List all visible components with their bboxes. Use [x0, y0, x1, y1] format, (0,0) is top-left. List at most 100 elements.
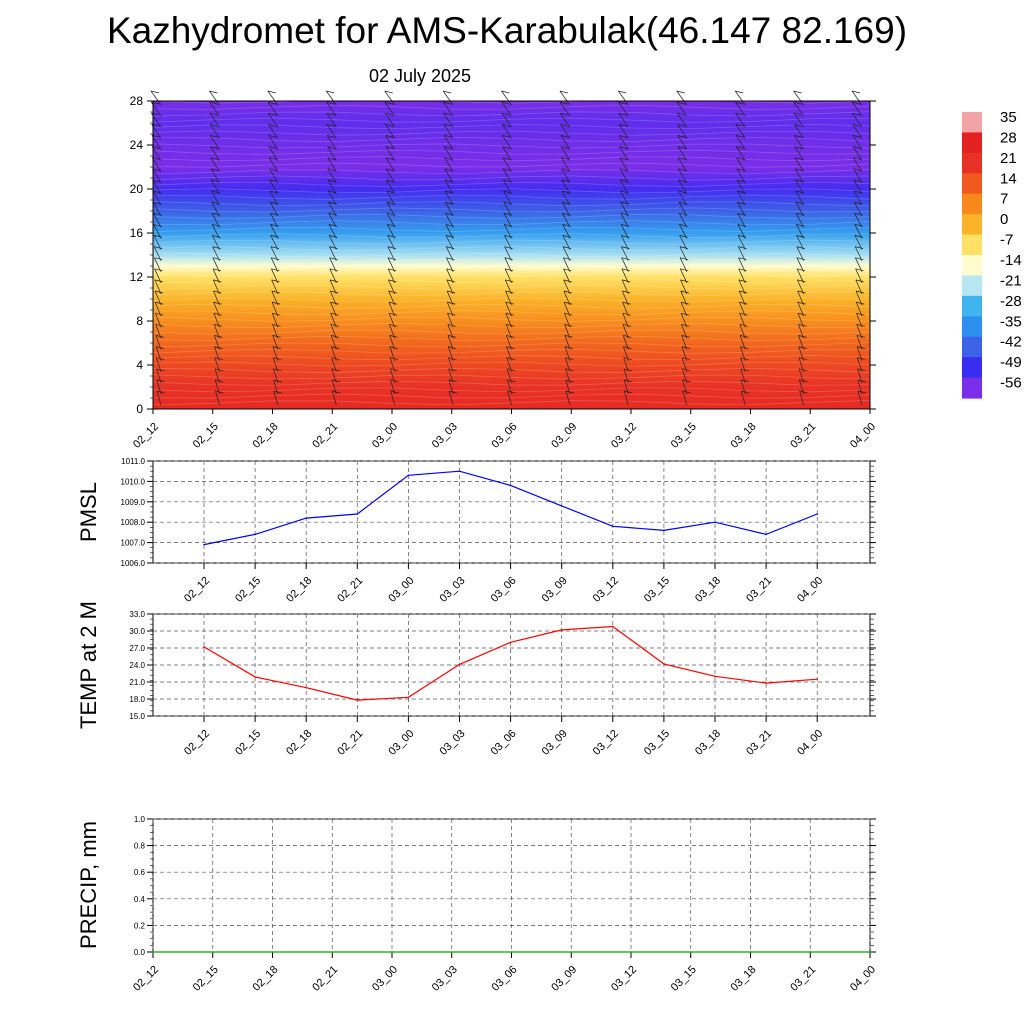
wind-barb-flag	[736, 179, 745, 183]
wind-barb	[273, 379, 279, 395]
wind-barb	[737, 224, 746, 239]
wind-barb-flag	[444, 168, 453, 172]
wind-barb	[854, 224, 863, 239]
wind-barb	[854, 235, 863, 250]
wind-barb	[212, 268, 220, 283]
wind-barb	[389, 346, 396, 361]
y-tick-label: 1010.0	[121, 477, 146, 486]
wind-barb-flag	[272, 312, 281, 316]
wind-barb-flag	[736, 157, 745, 161]
data-point	[254, 533, 256, 536]
wind-barb-flag	[214, 323, 223, 327]
isotherm-line	[152, 149, 871, 155]
wind-barb	[504, 257, 512, 272]
wind-barb	[330, 335, 337, 350]
wind-barb-flag	[385, 123, 394, 127]
isotherm-line	[152, 393, 871, 399]
wind-barb	[270, 235, 279, 250]
wind-barb	[853, 201, 863, 217]
wind-barb-flag	[559, 90, 568, 94]
wind-barb	[388, 290, 396, 306]
wind-barb	[269, 190, 279, 206]
wind-barb	[621, 246, 629, 261]
y-tick-label: 20	[130, 182, 144, 196]
wind-barb	[210, 168, 220, 183]
colorbar-swatch	[962, 193, 982, 215]
wind-barb-flag	[737, 201, 746, 205]
wind-barb	[209, 124, 220, 139]
wind-barb-flag	[564, 301, 573, 305]
wind-barb	[736, 168, 746, 183]
wind-barb	[214, 368, 220, 383]
wind-barb-flag	[676, 101, 686, 105]
wind-barb	[856, 313, 863, 328]
wind-barb-flag	[155, 335, 164, 338]
wind-barb-flag	[621, 268, 630, 272]
wind-barb	[156, 379, 162, 395]
wind-barb	[678, 190, 688, 206]
wind-barb	[386, 190, 396, 206]
wind-barb	[505, 324, 512, 339]
wind-barb-flag	[271, 257, 280, 261]
wind-barb-flag	[624, 379, 633, 383]
wind-barb	[502, 135, 512, 150]
wind-barb	[680, 313, 688, 328]
wind-barb-flag	[210, 135, 219, 138]
wind-barb-flag	[501, 90, 510, 94]
wind-barb-flag	[332, 390, 341, 394]
x-tick-label: 03_15	[669, 964, 699, 994]
wind-barb	[560, 135, 571, 150]
wind-barb-flag	[736, 146, 745, 149]
wind-barb	[388, 279, 396, 295]
wind-barb	[853, 190, 863, 206]
wind-barb	[155, 335, 162, 350]
colorbar-label: -35	[1000, 313, 1022, 330]
wind-barb	[210, 146, 220, 161]
wind-barb	[501, 124, 512, 139]
wind-barb	[796, 268, 804, 283]
wind-barb	[563, 279, 571, 295]
wind-barb	[620, 213, 629, 228]
wind-barb-flag	[156, 379, 165, 383]
colorbar-swatch	[962, 112, 982, 134]
wind-barb	[329, 268, 337, 283]
x-tick-label: 03_12	[591, 575, 621, 605]
y-tick-label: 1008.0	[121, 518, 146, 527]
wind-barb	[734, 90, 746, 106]
isotherm-line	[152, 323, 871, 328]
isotherm-line	[152, 117, 871, 123]
wind-barb	[619, 157, 629, 172]
wind-barb-flag	[852, 135, 861, 138]
wind-barb	[328, 224, 337, 239]
wind-barb-flag	[735, 90, 744, 94]
wind-barb	[507, 390, 512, 406]
wind-barb-flag	[152, 168, 161, 172]
wind-barb-flag	[153, 201, 162, 205]
wind-barb-flag	[501, 112, 510, 116]
wind-barb	[153, 246, 162, 261]
colorbar-label: 7	[1000, 191, 1008, 208]
x-tick-label: 03_03	[430, 964, 460, 994]
wind-barb-flag	[560, 123, 569, 127]
wind-barb-flag	[739, 323, 748, 327]
wind-barb-flag	[503, 201, 512, 205]
wind-barb-flag	[503, 179, 512, 183]
wind-barb-flag	[735, 112, 744, 116]
wind-barb-flag	[268, 123, 277, 127]
wind-barb-flag	[853, 190, 863, 194]
wind-barb	[330, 324, 337, 339]
wind-barb	[329, 246, 337, 261]
data-point	[560, 505, 563, 507]
wind-barb	[562, 235, 571, 250]
data-point	[714, 675, 716, 678]
x-tick-label: 03_18	[729, 421, 759, 451]
wind-barb	[620, 235, 629, 250]
data-point	[510, 951, 513, 953]
wind-barb-flag	[387, 257, 397, 261]
wind-barb	[738, 257, 746, 272]
wind-barb-flag	[210, 123, 219, 127]
wind-barb	[565, 379, 571, 395]
wind-barb-flag	[797, 290, 806, 294]
wind-barb-flag	[797, 301, 806, 305]
x-tick-label: 02_12	[182, 728, 212, 758]
